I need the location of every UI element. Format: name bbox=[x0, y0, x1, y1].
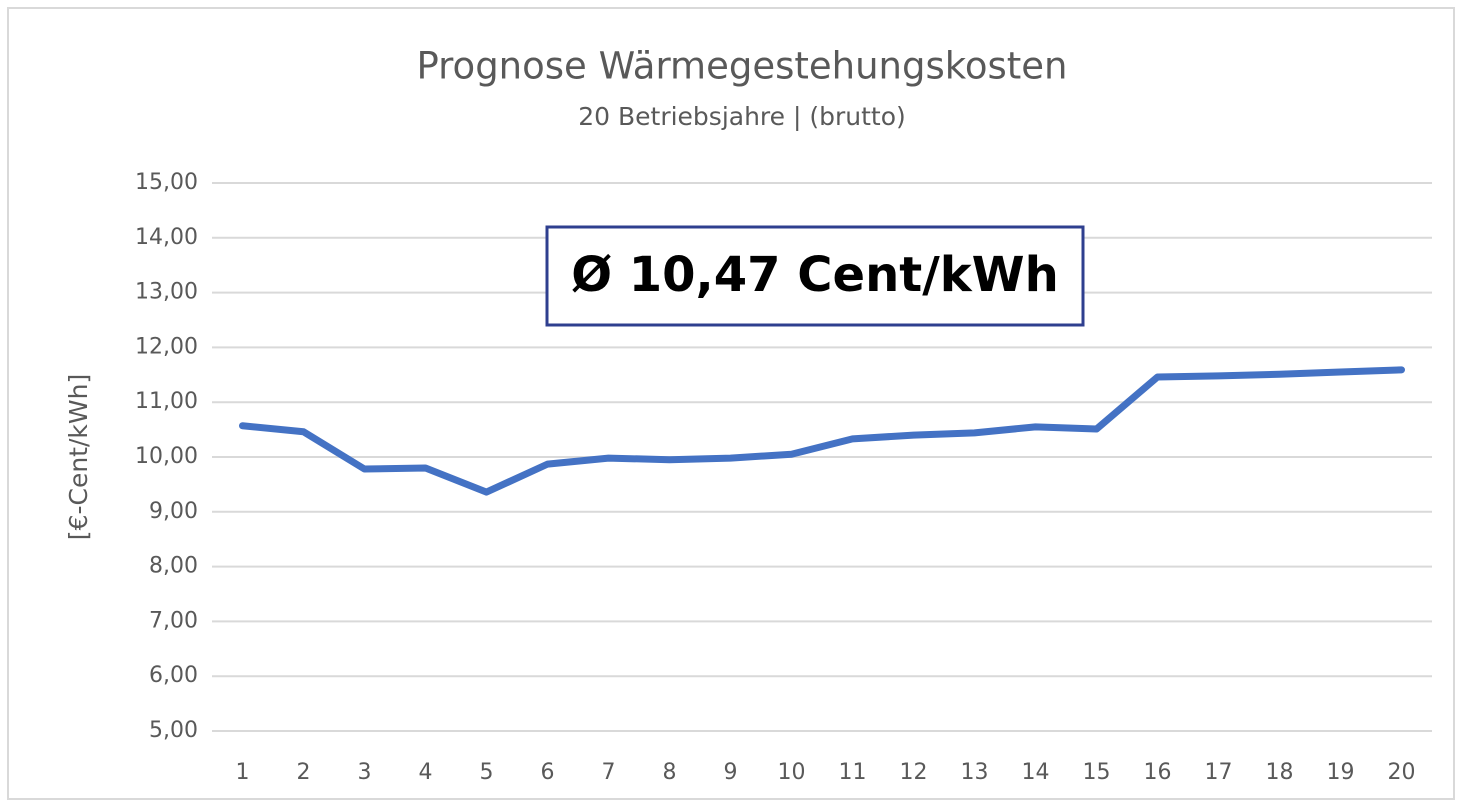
y-tick-label: 12,00 bbox=[135, 334, 198, 359]
x-tick-label: 16 bbox=[1144, 760, 1172, 785]
x-tick-label: 10 bbox=[778, 760, 806, 785]
x-tick-label: 17 bbox=[1205, 760, 1233, 785]
y-tick-label: 6,00 bbox=[149, 663, 198, 688]
x-tick-label: 2 bbox=[297, 760, 311, 785]
x-tick-label: 4 bbox=[419, 760, 433, 785]
x-tick-label: 18 bbox=[1266, 760, 1294, 785]
y-tick-label: 13,00 bbox=[135, 280, 198, 305]
x-tick-label: 15 bbox=[1083, 760, 1111, 785]
x-tick-label: 5 bbox=[480, 760, 494, 785]
y-tick-label: 14,00 bbox=[135, 225, 198, 250]
y-tick-label: 10,00 bbox=[135, 444, 198, 469]
x-tick-label: 8 bbox=[663, 760, 677, 785]
y-tick-label: 5,00 bbox=[149, 718, 198, 743]
x-tick-label: 20 bbox=[1388, 760, 1416, 785]
y-tick-label: 15,00 bbox=[135, 170, 198, 195]
data-line bbox=[239, 366, 1405, 496]
y-axis-label: [€-Cent/kWh] bbox=[64, 374, 93, 540]
chart-title: Prognose Wärmegestehungskosten bbox=[417, 45, 1068, 88]
x-tick-label: 11 bbox=[839, 760, 867, 785]
y-tick-label: 7,00 bbox=[149, 608, 198, 633]
y-tick-label: 11,00 bbox=[135, 389, 198, 414]
annotation-box bbox=[545, 225, 1085, 327]
x-tick-label: 1 bbox=[236, 760, 250, 785]
x-tick-label: 6 bbox=[541, 760, 555, 785]
x-tick-label: 19 bbox=[1327, 760, 1355, 785]
chart-subtitle: 20 Betriebsjahre | (brutto) bbox=[578, 102, 906, 131]
annotation: Ø 10,47 Cent/kWh bbox=[571, 247, 1059, 303]
x-tick-label: 3 bbox=[358, 760, 372, 785]
x-tick-label: 12 bbox=[900, 760, 928, 785]
x-tick-label: 9 bbox=[724, 760, 738, 785]
y-tick-label: 9,00 bbox=[149, 499, 198, 524]
chart-border bbox=[7, 7, 1455, 800]
x-tick-label: 13 bbox=[961, 760, 989, 785]
x-tick-label: 7 bbox=[602, 760, 616, 785]
y-tick-label: 8,00 bbox=[149, 554, 198, 579]
x-tick-label: 14 bbox=[1022, 760, 1050, 785]
